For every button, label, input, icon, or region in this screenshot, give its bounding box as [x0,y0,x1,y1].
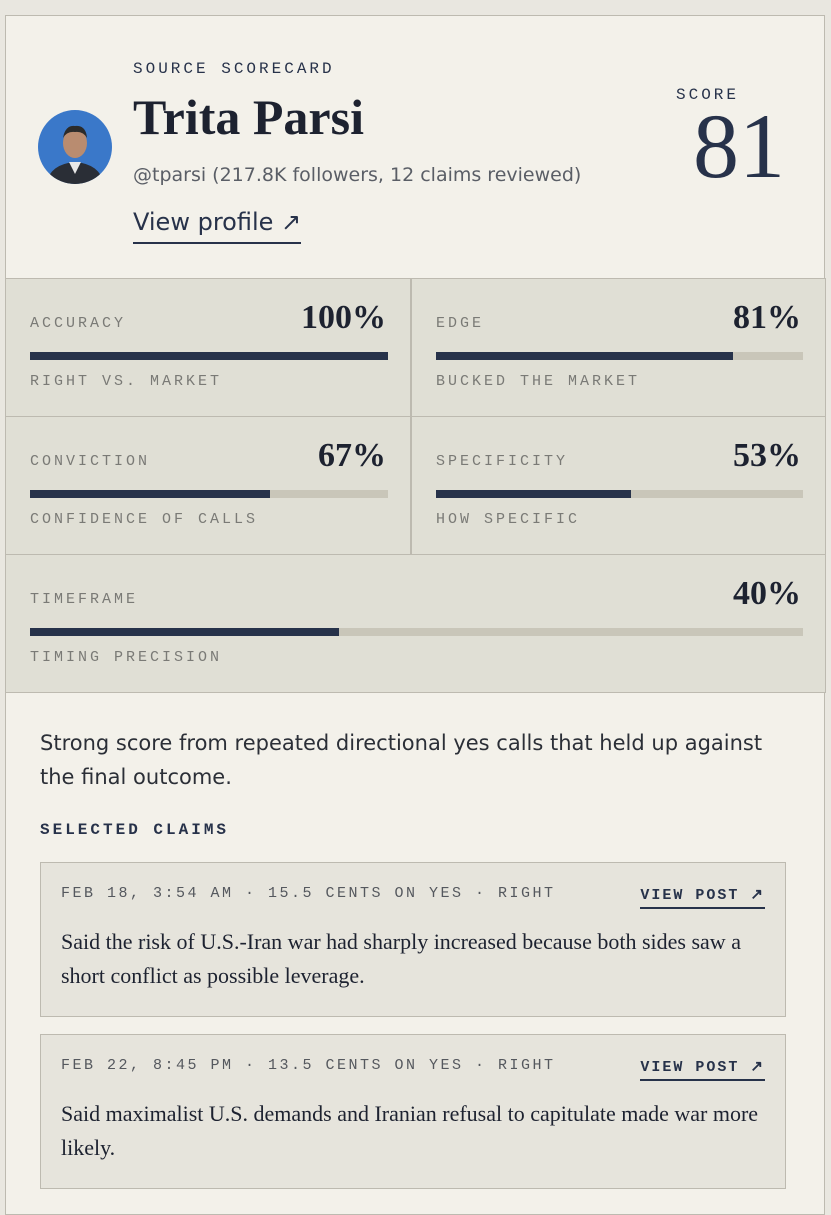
metric-cell: CONVICTION 67% CONFIDENCE OF CALLS [5,416,411,555]
metric-label: ACCURACY [30,315,127,332]
bar-fill [30,490,270,498]
bar-fill [436,352,734,360]
metric-value: 67% [318,437,386,474]
metric-sublabel: HOW SPECIFIC [436,511,581,528]
metric-cell: EDGE 81% BUCKED THE MARKET [411,278,826,417]
bar-track [30,352,388,360]
eyebrow: SOURCE SCORECARD [133,60,335,78]
metric-value: 40% [733,575,801,612]
metric-value: 100% [301,299,386,336]
metric-cell: TIMEFRAME 40% TIMING PRECISION [5,554,826,693]
metric-cell: ACCURACY 100% RIGHT VS. MARKET [5,278,411,417]
bar-track [30,490,388,498]
bar-fill [30,628,340,636]
score: 81 [693,95,785,197]
handle: @tparsi (217.8K followers, 12 claims rev… [133,164,582,186]
metric-value: 53% [733,437,801,474]
metric-sublabel: RIGHT VS. MARKET [30,373,223,390]
score-label: SCORE [676,86,740,104]
avatar [38,110,112,184]
profile-link[interactable]: View profile ↗ [133,208,302,244]
metric-label: SPECIFICITY [436,453,569,470]
claim-meta: FEB 22, 8:45 PM · 13.5 CENTS ON YES · RI… [61,1057,556,1074]
bar-fill [30,352,388,360]
claim-text: Said maximalist U.S. demands and Iranian… [61,1101,759,1160]
bar-fill [436,490,631,498]
bar-track [436,352,803,360]
claim-card: FEB 18, 3:54 AM · 15.5 CENTS ON YES · RI… [40,862,786,1017]
metric-value: 81% [733,299,801,336]
view-post-link[interactable]: VIEW POST ↗ [640,1057,765,1081]
metric-sublabel: CONFIDENCE OF CALLS [30,511,259,528]
metric-sublabel: BUCKED THE MARKET [436,373,641,390]
metric-label: EDGE [436,315,485,332]
metric-sublabel: TIMING PRECISION [30,649,223,666]
bar-track [436,490,803,498]
summary: Strong score from repeated directional y… [40,731,763,789]
source-name: Trita Parsi [133,89,364,145]
metric-label: TIMEFRAME [30,591,139,608]
claim-meta: FEB 18, 3:54 AM · 15.5 CENTS ON YES · RI… [61,885,556,902]
claim-card: FEB 22, 8:45 PM · 13.5 CENTS ON YES · RI… [40,1034,786,1189]
claim-text: Said the risk of U.S.-Iran war had sharp… [61,929,741,988]
metric-label: CONVICTION [30,453,151,470]
metric-cell: SPECIFICITY 53% HOW SPECIFIC [411,416,826,555]
view-post-link[interactable]: VIEW POST ↗ [640,885,765,909]
bar-track [30,628,803,636]
claims-title: SELECTED CLAIMS [40,821,230,839]
